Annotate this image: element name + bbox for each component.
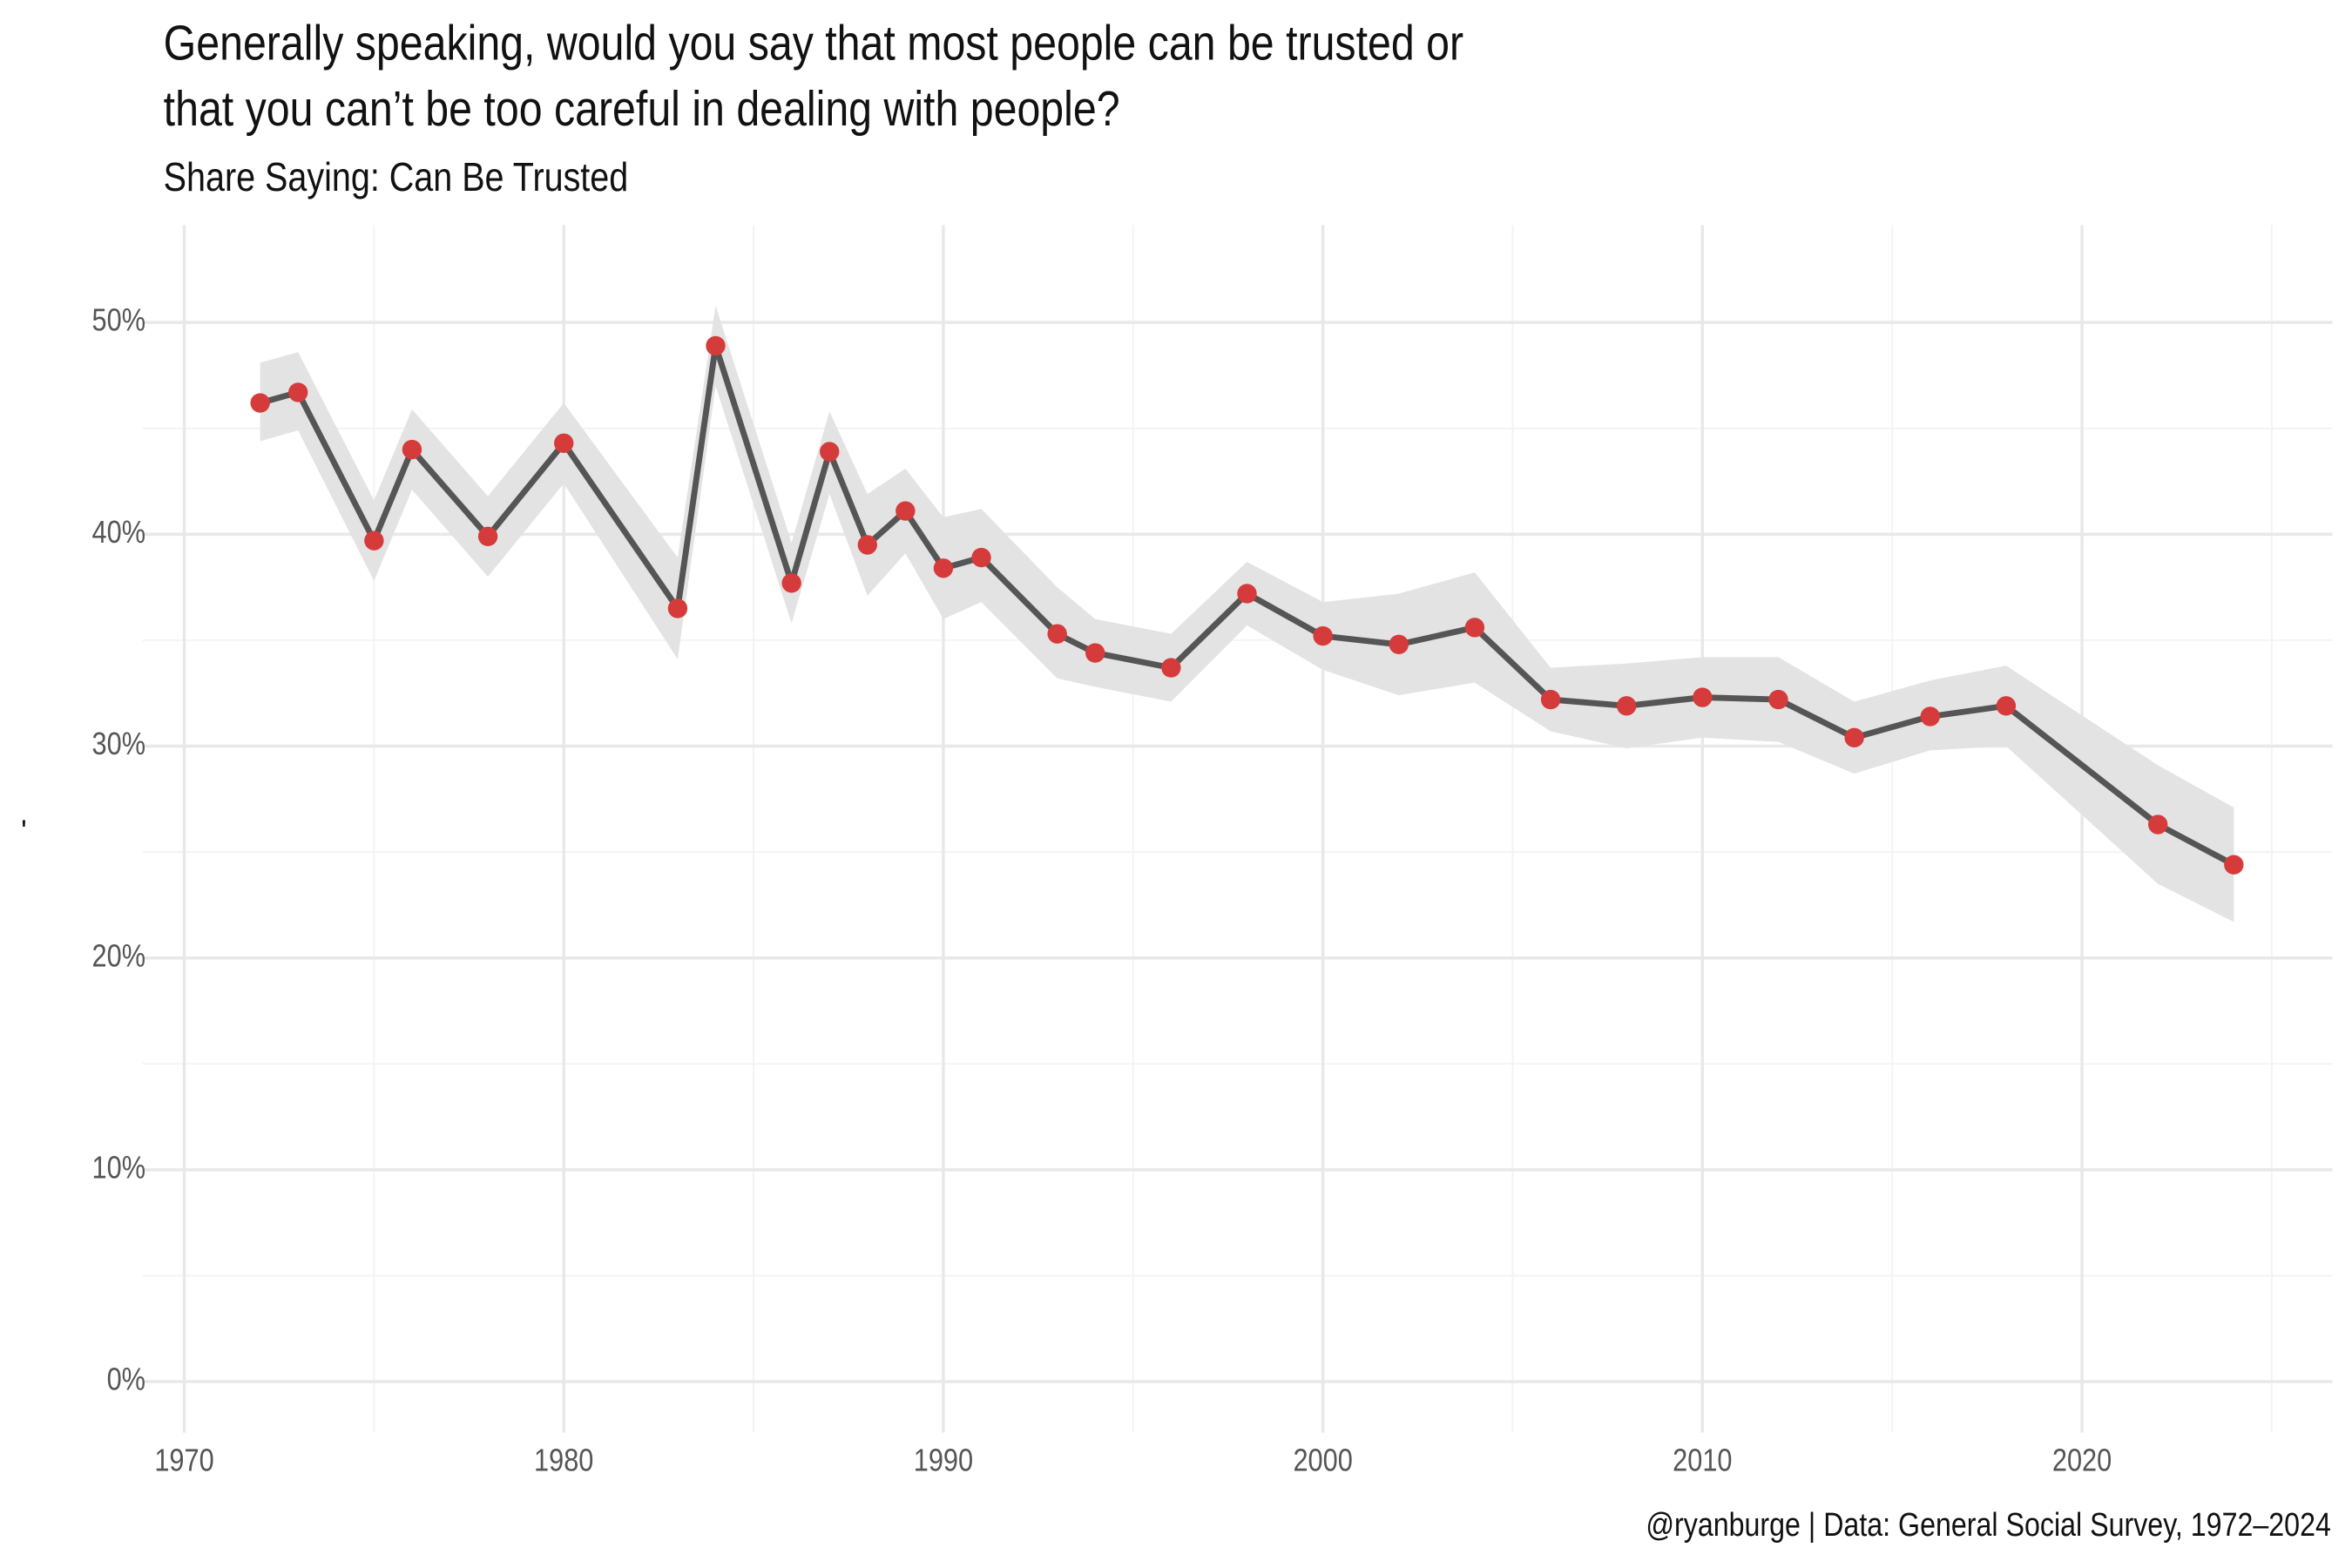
x-tick-label: 2010 xyxy=(1673,1443,1732,1478)
point xyxy=(1540,689,1561,710)
point xyxy=(896,501,916,521)
point xyxy=(667,598,688,618)
chart-title: that you can’t be too careful in dealing… xyxy=(164,82,1120,138)
point xyxy=(1920,706,1940,727)
y-tick-label: 0% xyxy=(107,1362,145,1397)
point xyxy=(1617,696,1637,716)
point xyxy=(477,526,498,546)
x-tick-label: 1970 xyxy=(154,1443,213,1478)
point xyxy=(2147,814,2168,835)
chart-title: Generally speaking, would you say that m… xyxy=(164,16,1463,71)
point xyxy=(1768,689,1788,710)
point xyxy=(1464,618,1485,638)
point xyxy=(1161,658,1181,678)
x-tick-label: 1990 xyxy=(914,1443,973,1478)
point xyxy=(1085,643,1105,663)
point xyxy=(1389,634,1409,654)
point xyxy=(1313,625,1333,646)
point xyxy=(554,433,574,453)
point xyxy=(2224,855,2244,875)
point xyxy=(933,558,954,578)
x-tick-label: 1980 xyxy=(534,1443,593,1478)
caption: @ryanburge | Data: General Social Survey… xyxy=(1646,1507,2331,1544)
point xyxy=(364,531,384,551)
chart-subtitle: Share Saying: Can Be Trusted xyxy=(164,155,629,200)
point xyxy=(1047,624,1067,644)
point xyxy=(1844,727,1864,747)
x-tick-label: 2000 xyxy=(1293,1443,1352,1478)
point xyxy=(288,382,308,402)
point xyxy=(971,547,991,568)
x-tick-label: 2020 xyxy=(2052,1443,2112,1478)
line xyxy=(259,342,2235,868)
point xyxy=(1996,696,2017,716)
y-tick-label: 10% xyxy=(92,1151,146,1186)
point xyxy=(250,393,270,413)
y-tick-label: 30% xyxy=(92,727,146,762)
point xyxy=(402,439,422,460)
point xyxy=(706,335,726,356)
y-axis-label: ' xyxy=(21,814,27,848)
y-tick-label: 20% xyxy=(92,939,146,974)
point xyxy=(1237,584,1257,604)
y-tick-label: 50% xyxy=(92,303,146,338)
y-tick-label: 40% xyxy=(92,516,146,551)
point xyxy=(781,573,801,593)
point xyxy=(1693,687,1713,707)
point xyxy=(857,535,877,555)
point xyxy=(820,442,840,462)
